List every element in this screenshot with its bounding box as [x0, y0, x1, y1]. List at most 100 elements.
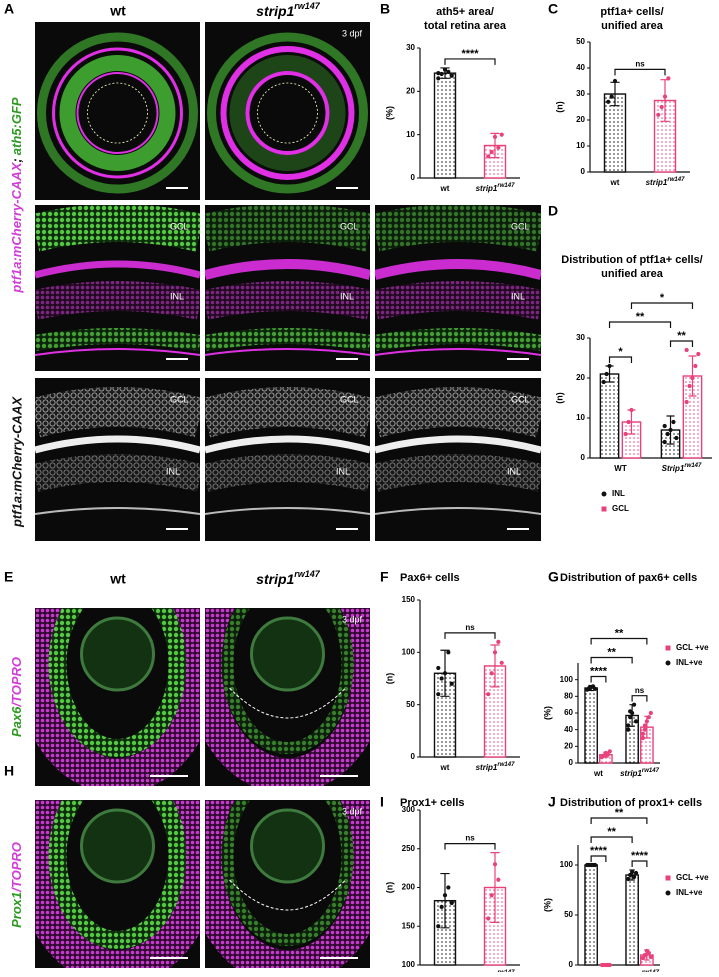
- data-point: [592, 686, 598, 691]
- marker-band: [48, 608, 187, 757]
- data-point: [436, 692, 441, 697]
- data-point: [646, 715, 651, 720]
- micrograph: 3 dpf: [205, 22, 370, 200]
- data-point: [601, 379, 606, 385]
- category-superscript: rw147: [642, 768, 660, 774]
- y-tick-label: 30: [576, 333, 585, 342]
- layer-label: GCL: [170, 394, 189, 404]
- y-axis-label: (n): [384, 882, 394, 894]
- data-point: [693, 363, 698, 369]
- significance-label: **: [607, 826, 616, 838]
- legend-marker: [665, 890, 671, 896]
- bar: [584, 864, 598, 966]
- bar-chart: ptf1a+ cells/unified area (n) 0 10 20 30 40 50 w…: [554, 6, 690, 187]
- data-point: [486, 692, 491, 697]
- lens: [80, 616, 155, 692]
- data-point: [642, 723, 648, 728]
- cell-band: [205, 387, 370, 438]
- data-point: [436, 665, 441, 671]
- marker-name: Pax6: [9, 706, 24, 737]
- data-point: [449, 73, 454, 78]
- cell-band: [375, 387, 541, 438]
- data-point: [631, 874, 637, 880]
- layer-label: GCL: [340, 394, 359, 404]
- data-point: [626, 419, 631, 425]
- legend-label: INL: [612, 489, 625, 498]
- data-point: [446, 69, 451, 74]
- data-point: [629, 407, 634, 413]
- data-point: [696, 351, 701, 357]
- outer-line: [375, 348, 541, 356]
- data-point: [642, 727, 648, 732]
- significance-label: ns: [465, 834, 475, 843]
- ipl-band: [375, 259, 541, 280]
- lens: [250, 808, 325, 884]
- legend-label: INL+ve: [676, 888, 703, 897]
- layer-label: GCL: [170, 221, 189, 231]
- significance-bracket: [590, 675, 607, 683]
- significance-label: ****: [461, 48, 479, 60]
- y-tick-label: 10: [406, 130, 415, 139]
- x-tick-label: Strip1rw147: [662, 463, 702, 474]
- data-point: [446, 650, 451, 655]
- y-axis-label: (n): [554, 101, 564, 113]
- micrograph: [35, 22, 200, 200]
- bar-chart: Prox1+ cells(n)100150200250300wtstrip1rw…: [384, 797, 520, 977]
- legend-marker: [665, 660, 671, 666]
- data-point: [626, 727, 631, 732]
- y-tick-label: 100: [560, 860, 574, 869]
- panel-letter: B: [380, 1, 390, 17]
- genotype-label: wt: [109, 571, 126, 587]
- data-point: [592, 862, 598, 868]
- bar-chart: Distribution of pax6+ cells (%) 0 20 40 60 80 1…: [542, 572, 709, 778]
- data-point: [662, 94, 668, 99]
- marker-name: ath5:GFP: [9, 97, 24, 155]
- data-point: [684, 347, 689, 353]
- micrograph: [35, 800, 200, 968]
- marker-band: [221, 800, 354, 946]
- inl-band: [35, 281, 200, 320]
- y-axis-label: (%): [542, 898, 552, 912]
- data-point: [442, 893, 448, 898]
- age-label: 3 dpf: [342, 806, 363, 816]
- data-point: [436, 71, 441, 76]
- y-tick-label: 0: [569, 758, 574, 767]
- legend-label: INL+ve: [676, 658, 703, 667]
- category-superscript: rw147: [667, 177, 685, 183]
- y-tick-label: 50: [406, 700, 415, 709]
- row-label: Pax6/TOPRO: [9, 657, 24, 737]
- panel-letter: F: [380, 569, 389, 585]
- genotype-name: strip1: [256, 3, 294, 19]
- category-name: Strip1: [662, 464, 685, 473]
- significance-label: **: [677, 330, 686, 342]
- x-tick-label: strip1rw147: [620, 768, 659, 779]
- panel-letter: G: [548, 569, 559, 585]
- outer-line: [205, 348, 370, 356]
- gcl-band: [35, 205, 200, 252]
- significance-label: ns: [635, 686, 645, 695]
- data-point: [486, 916, 491, 921]
- plexiform-layer: [52, 47, 183, 179]
- data-point: [642, 952, 648, 958]
- significance-label: ns: [465, 623, 475, 632]
- category-name: wt: [440, 763, 450, 772]
- legend-marker: [665, 645, 671, 651]
- significance-bracket: [444, 58, 496, 65]
- data-point: [442, 671, 448, 676]
- data-point: [439, 71, 444, 77]
- category-name: wt: [593, 769, 603, 778]
- y-tick-label: 300: [402, 805, 416, 814]
- data-point: [499, 132, 504, 137]
- data-point: [665, 431, 670, 437]
- layer-label: INL: [511, 291, 525, 301]
- outer-retina: [205, 608, 370, 786]
- data-point: [630, 869, 635, 875]
- significance-bracket: [590, 836, 633, 843]
- y-axis-label: (%): [384, 106, 394, 120]
- significance-bracket: [630, 302, 694, 309]
- marker-name: TOPRO: [9, 657, 24, 703]
- data-point: [648, 954, 653, 960]
- separator: /: [9, 702, 24, 708]
- outer-line: [35, 348, 200, 356]
- y-tick-label: 20: [406, 86, 415, 95]
